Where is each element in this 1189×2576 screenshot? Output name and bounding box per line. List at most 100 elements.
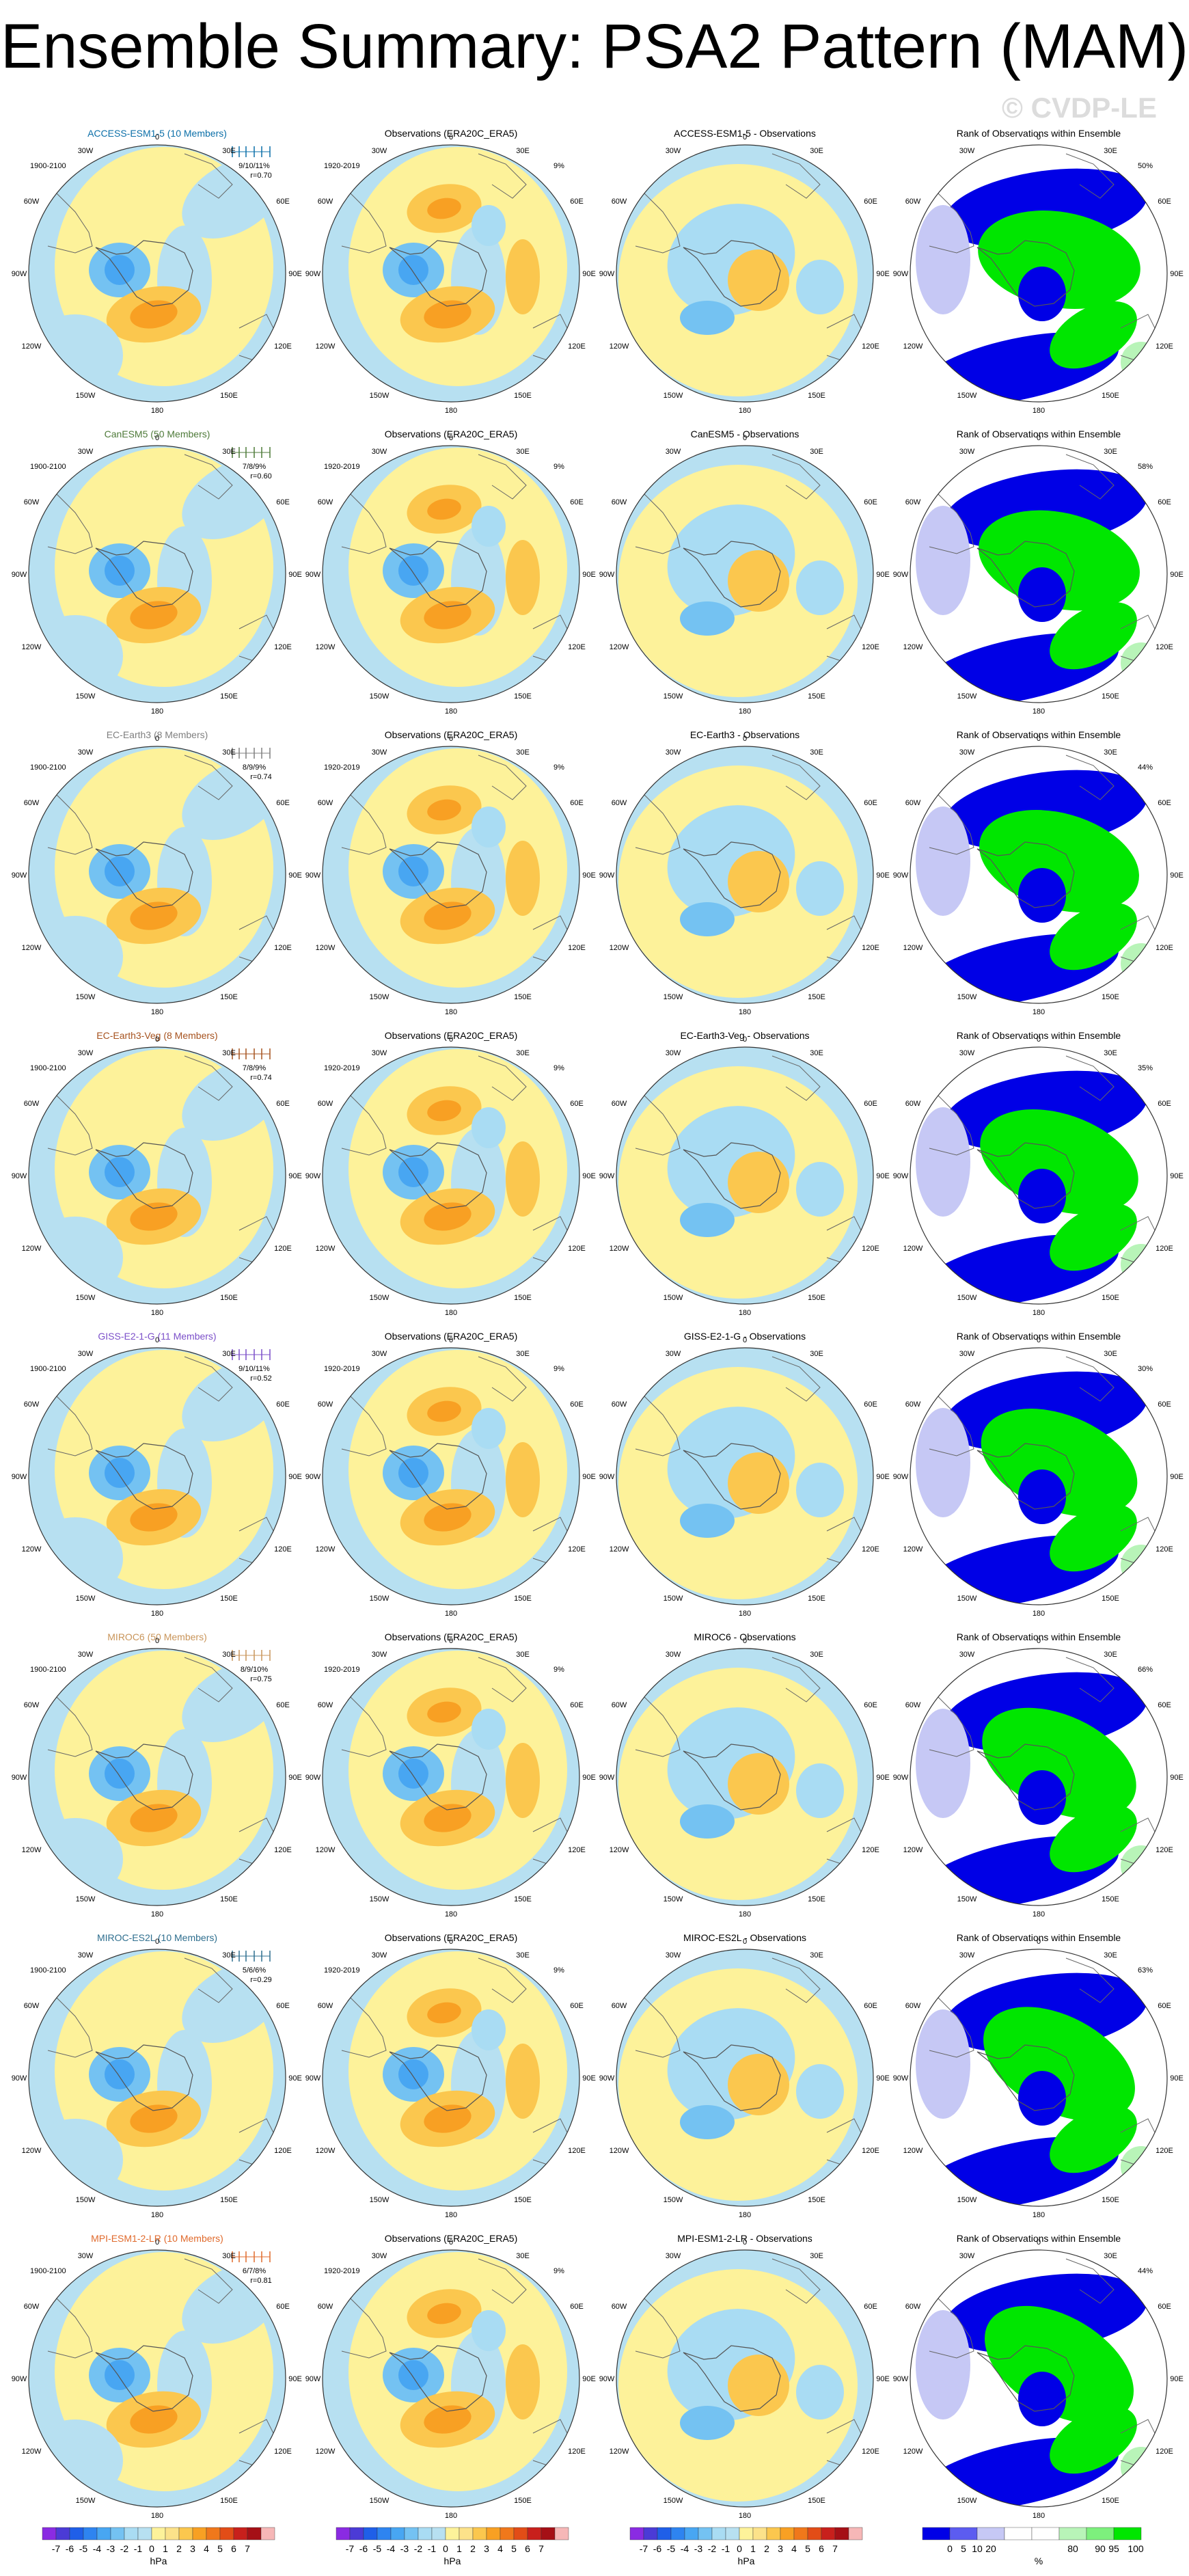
- rank-low-region: [1018, 1469, 1066, 1524]
- continent-outline: [47, 1394, 93, 1456]
- map-field: [616, 145, 873, 402]
- longitude-label: 30W: [78, 1350, 94, 1358]
- pct-variance-whisker: [232, 447, 271, 458]
- map-field: [616, 1348, 873, 1605]
- longitude-label: 150W: [664, 2497, 683, 2505]
- longitude-label: 180: [1033, 707, 1045, 716]
- longitude-label: 60W: [24, 1100, 40, 1108]
- hpa-colorbar: -7 -6 -5 -4 -3 -2 -1 0 1 2 3 4 5 6 7 hPa: [629, 2527, 863, 2566]
- longitude-label: 60E: [570, 1400, 584, 1409]
- colorbar-tick: -6: [653, 2543, 662, 2554]
- antarctica-coastline: [95, 1443, 193, 1510]
- antarctica-coastline: [683, 1443, 781, 1510]
- colorbar-tick: -4: [93, 2543, 102, 2554]
- longitude-label: 30E: [516, 1350, 530, 1358]
- longitude-label: 120W: [610, 1846, 629, 1854]
- longitude-label: 150W: [370, 692, 390, 701]
- longitude-label: 60W: [318, 2002, 333, 2010]
- pct-variance-whisker: [232, 2251, 271, 2262]
- longitude-label: 0: [1037, 1336, 1041, 1344]
- longitude-label: 30W: [78, 147, 94, 155]
- observations-title: Observations (ERA20C_ERA5): [385, 729, 518, 740]
- rank-panel: Rank of Observations within Ensemble 66% 0…: [893, 1631, 1184, 1919]
- model-panel: MIROC-ES2L (10 Members) 1900-2100 5/6/6%r=…: [12, 1932, 302, 2219]
- longitude-label: 90E: [1170, 1172, 1184, 1180]
- negative-anomaly: [29, 1818, 123, 1900]
- rank-low-region: [1018, 267, 1066, 321]
- negative-anomaly-core: [680, 2406, 735, 2440]
- longitude-label: 60E: [864, 2303, 877, 2311]
- longitude-label: 90W: [893, 2375, 909, 2383]
- longitude-label: 0: [1037, 1938, 1041, 1946]
- longitude-label: 150W: [664, 1595, 683, 1603]
- longitude-label: 30E: [222, 147, 236, 155]
- negative-anomaly-core: [398, 856, 428, 886]
- longitude-label: 60E: [276, 198, 290, 206]
- positive-anomaly-core: [728, 2054, 789, 2115]
- negative-anomaly-core: [105, 2360, 135, 2390]
- pct-variance-label: 9%: [554, 1666, 564, 1674]
- longitude-label: 30E: [222, 2252, 236, 2260]
- observations-panel: Observations (ERA20C_ERA5) 1920-2019 9% 0 18…: [305, 2233, 596, 2520]
- colorbar-swatch: [151, 2527, 166, 2540]
- positive-anomaly-core: [427, 2002, 461, 2024]
- colorbar-tick: 2: [176, 2543, 182, 2554]
- longitude-label: 60E: [864, 2002, 877, 2010]
- longitude-label: 120W: [610, 1245, 629, 1253]
- colorbar-swatch: [976, 2527, 1005, 2540]
- continent-outline: [184, 1055, 233, 1101]
- longitude-label: 120E: [1156, 1245, 1173, 1253]
- longitude-label: 30W: [78, 2252, 94, 2260]
- longitude-label: 120W: [610, 944, 629, 952]
- longitude-label: 90W: [893, 1774, 909, 1782]
- longitude-label: 30W: [959, 1651, 975, 1659]
- continent-outline: [771, 2258, 821, 2304]
- longitude-label: 90E: [876, 1172, 890, 1180]
- longitude-label: 120E: [274, 2448, 292, 2456]
- longitude-label: 30E: [1104, 1651, 1117, 1659]
- longitude-label: 60E: [276, 1100, 290, 1108]
- rank-panel: Rank of Observations within Ensemble 44% 0…: [893, 729, 1184, 1016]
- longitude-label: 150E: [514, 993, 532, 1001]
- continent-outline: [929, 1694, 974, 1757]
- map-boundary: [910, 445, 1168, 703]
- positive-anomaly-core: [506, 1141, 540, 1217]
- longitude-label: 60E: [276, 1701, 290, 1709]
- figure-row-7: MIROC-ES2L (10 Members) 1900-2100 5/6/6%r=…: [12, 1932, 1184, 2219]
- colorbar-tick: -3: [107, 2543, 115, 2554]
- colorbar-tick: 2: [764, 2543, 769, 2554]
- longitude-label: 60E: [276, 2303, 290, 2311]
- positive-anomaly-core: [728, 550, 789, 612]
- longitude-label: 30W: [666, 748, 681, 757]
- longitude-label: 60E: [1158, 2002, 1171, 2010]
- longitude-label: 180: [739, 407, 751, 415]
- longitude-label: 180: [151, 407, 163, 415]
- longitude-label: 90W: [12, 2074, 27, 2083]
- antarctica-coastline: [976, 2345, 1075, 2412]
- longitude-label: 30W: [959, 147, 975, 155]
- longitude-label: 120E: [568, 944, 586, 952]
- longitude-label: 120W: [22, 342, 42, 351]
- longitude-label: 90E: [1170, 1774, 1184, 1782]
- pct-variance-label: 9%: [554, 1064, 564, 1072]
- colorbar-tick: 3: [778, 2543, 783, 2554]
- positive-anomaly-core: [130, 300, 178, 329]
- longitude-label: 60E: [570, 498, 584, 506]
- longitude-label: 30W: [959, 1049, 975, 1057]
- map-boundary: [322, 1648, 580, 1906]
- negative-anomaly: [472, 1107, 506, 1148]
- colorbar-swatch: [513, 2527, 528, 2540]
- longitude-label: 60W: [24, 1400, 40, 1409]
- pct-variance-whisker: [232, 1951, 271, 1962]
- longitude-label: 120W: [22, 1545, 42, 1554]
- continent-outline: [47, 792, 93, 855]
- negative-anomaly: [796, 2365, 844, 2419]
- longitude-label: 150E: [808, 1294, 825, 1302]
- continent-outline: [929, 191, 974, 254]
- longitude-label: 150E: [220, 392, 238, 400]
- rank-percent-label: 63%: [1138, 1966, 1153, 1975]
- pct-variance-label: 7/8/9%: [243, 463, 266, 471]
- colorbar-tick: 5: [805, 2543, 810, 2554]
- period-label: 1900-2100: [30, 1666, 66, 1674]
